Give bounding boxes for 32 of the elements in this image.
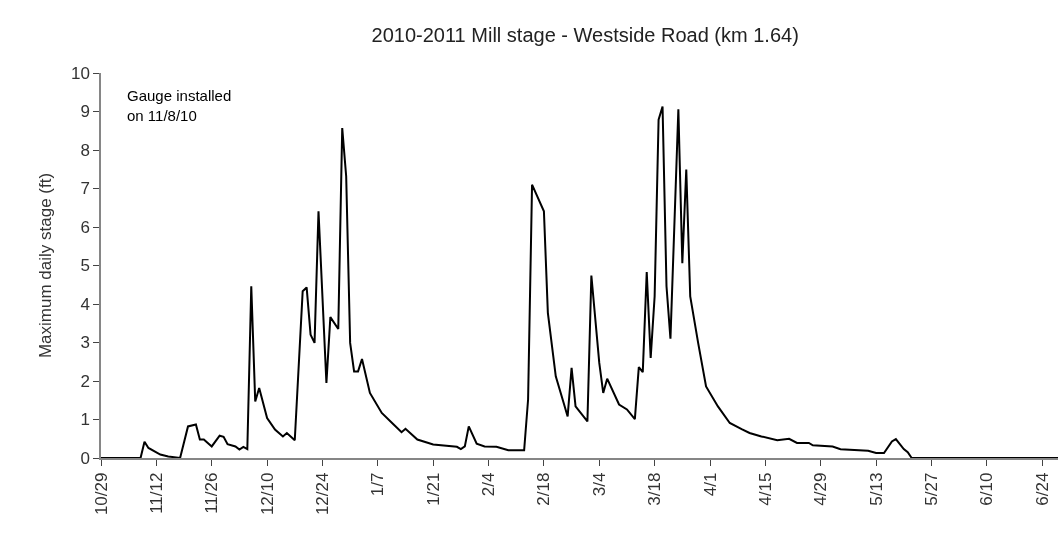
y-tick-label: 4: [80, 294, 90, 314]
x-tick-label: 3/18: [645, 472, 665, 506]
x-tick-label: 6/10: [977, 472, 997, 506]
y-tick-label: 1: [80, 410, 90, 430]
x-tick-label: 5/27: [921, 472, 941, 506]
x-tick-label: 10/29: [91, 472, 111, 516]
x-tick-label: 4/1: [700, 472, 720, 497]
x-tick-label: 2/4: [479, 472, 499, 497]
x-tick-label: 5/13: [866, 472, 886, 506]
x-tick-label: 4/29: [811, 472, 831, 506]
x-tick-label: 4/15: [755, 472, 775, 506]
y-axis-title: Maximum daily stage (ft): [35, 172, 55, 359]
x-tick-label: 11/26: [202, 472, 222, 514]
chart-title: 2010-2011 Mill stage - Westside Road (km 1.64): [371, 23, 799, 46]
y-tick-label: 2: [80, 371, 90, 391]
y-tick-label: 0: [80, 448, 90, 468]
y-tick-label: 7: [80, 179, 90, 199]
y-tick-label: 10: [70, 63, 90, 83]
y-tick-label: 6: [80, 217, 90, 237]
y-tick-label: 5: [80, 256, 90, 276]
annotation: Gauge installed on 11/8/10: [127, 87, 232, 124]
x-tick-label: 1/7: [368, 472, 388, 497]
x-tick-label: 3/4: [589, 472, 609, 497]
x-tick-label: 11/12: [146, 472, 166, 514]
x-tick-label: 12/24: [312, 472, 332, 516]
y-tick-label: 8: [80, 140, 90, 160]
x-tick-label: 6/24: [1032, 472, 1052, 506]
x-tick-label: 12/10: [257, 472, 277, 516]
y-tick-label: 3: [80, 333, 90, 353]
x-tick-label: 2/18: [534, 472, 554, 506]
x-tick-label: 1/21: [423, 472, 443, 506]
y-tick-label: 9: [80, 102, 90, 122]
